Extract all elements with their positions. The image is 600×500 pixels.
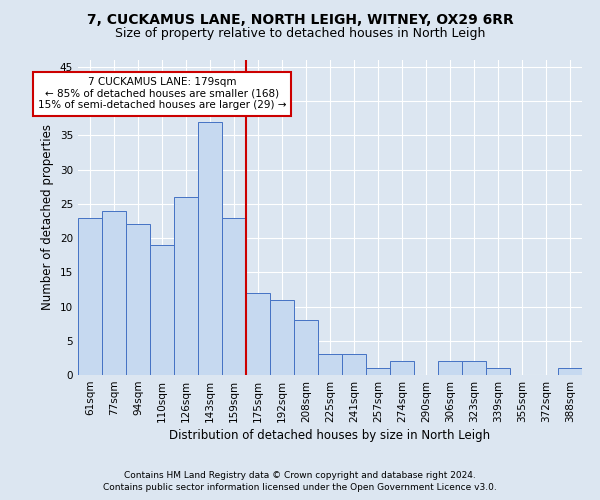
Bar bbox=[342, 354, 366, 375]
Bar bbox=[462, 362, 486, 375]
Bar bbox=[126, 224, 150, 375]
Text: Contains HM Land Registry data © Crown copyright and database right 2024.: Contains HM Land Registry data © Crown c… bbox=[124, 471, 476, 480]
Text: 7 CUCKAMUS LANE: 179sqm
← 85% of detached houses are smaller (168)
15% of semi-d: 7 CUCKAMUS LANE: 179sqm ← 85% of detache… bbox=[38, 77, 286, 110]
Bar bbox=[222, 218, 246, 375]
Bar bbox=[486, 368, 510, 375]
Bar bbox=[294, 320, 318, 375]
Bar bbox=[318, 354, 342, 375]
X-axis label: Distribution of detached houses by size in North Leigh: Distribution of detached houses by size … bbox=[169, 429, 491, 442]
Bar bbox=[150, 245, 174, 375]
Bar bbox=[270, 300, 294, 375]
Bar bbox=[390, 362, 414, 375]
Bar bbox=[78, 218, 102, 375]
Bar bbox=[246, 293, 270, 375]
Bar bbox=[174, 197, 198, 375]
Text: Size of property relative to detached houses in North Leigh: Size of property relative to detached ho… bbox=[115, 28, 485, 40]
Text: Contains public sector information licensed under the Open Government Licence v3: Contains public sector information licen… bbox=[103, 484, 497, 492]
Bar bbox=[366, 368, 390, 375]
Y-axis label: Number of detached properties: Number of detached properties bbox=[41, 124, 55, 310]
Bar bbox=[102, 210, 126, 375]
Text: 7, CUCKAMUS LANE, NORTH LEIGH, WITNEY, OX29 6RR: 7, CUCKAMUS LANE, NORTH LEIGH, WITNEY, O… bbox=[86, 12, 514, 26]
Bar bbox=[198, 122, 222, 375]
Bar bbox=[438, 362, 462, 375]
Bar bbox=[558, 368, 582, 375]
